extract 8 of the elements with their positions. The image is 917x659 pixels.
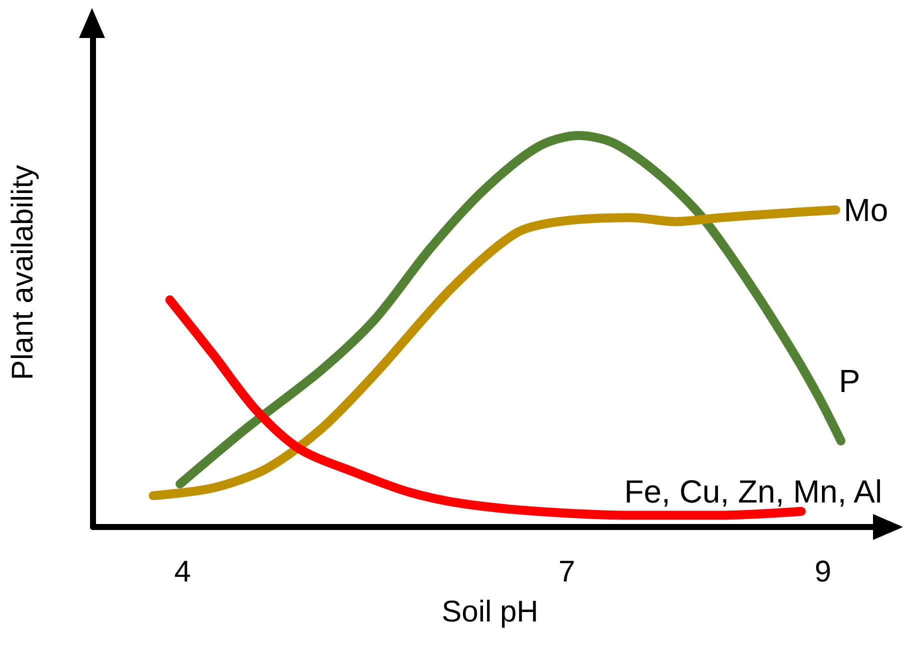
series-label: Mo [844, 192, 888, 228]
series-label: P [838, 362, 860, 399]
x-tick-label: 7 [558, 556, 576, 588]
x-axis-title: Soil pH [442, 596, 538, 628]
series-label: Fe, Cu, Zn, Mn, Al [624, 473, 882, 510]
y-axis-title: Plant availability [6, 164, 40, 380]
x-tick-label: 9 [814, 556, 832, 588]
x-tick-label: 4 [174, 556, 191, 588]
